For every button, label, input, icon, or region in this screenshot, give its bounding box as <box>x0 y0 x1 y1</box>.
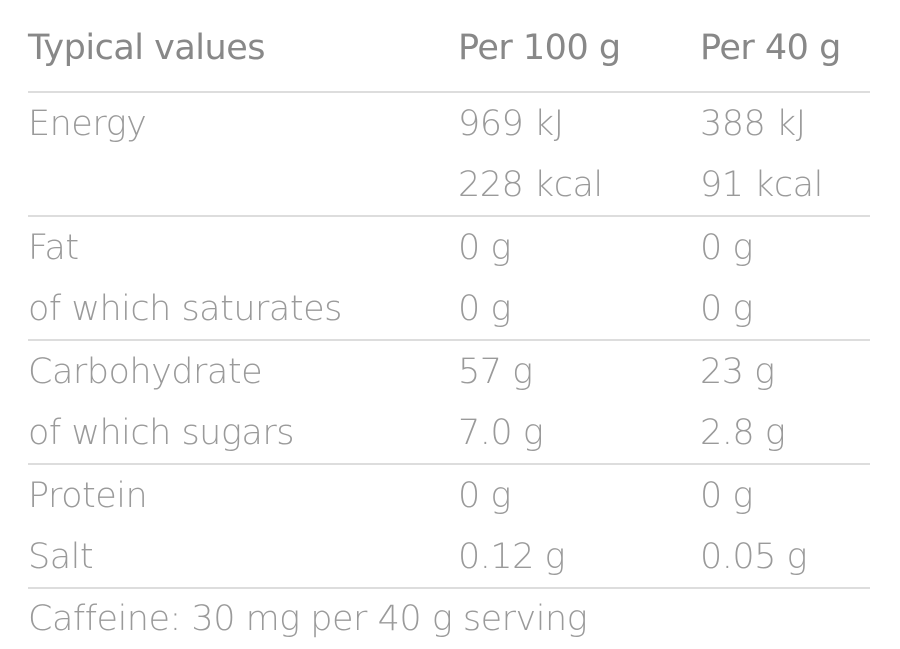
row-label: Fat <box>28 227 79 268</box>
row-per-100g: 0 g <box>458 288 511 329</box>
caffeine-footnote: Caffeine: 30 mg per 40 g serving <box>28 599 588 639</box>
row-label: of which saturates <box>28 288 342 329</box>
header-per-100g: Per 100 g <box>458 28 621 68</box>
row-per-100g: 0 g <box>458 475 511 516</box>
row-per-100g: 969 kJ <box>458 103 564 144</box>
row-per-40g: 0.05 g <box>700 536 808 577</box>
footnote-row: Caffeine: 30 mg per 40 g serving <box>28 589 870 649</box>
nutrition-table: Typical values Per 100 g Per 40 g Energy… <box>28 0 870 649</box>
header-label: Typical values <box>28 28 265 68</box>
row-per-40g: 2.8 g <box>700 412 786 453</box>
row-per-100g: 57 g <box>458 351 533 392</box>
table-row: 228 kcal 91 kcal <box>28 154 870 217</box>
row-per-100g: 228 kcal <box>458 164 603 205</box>
row-per-100g: 0 g <box>458 227 511 268</box>
table-row: Energy 969 kJ 388 kJ <box>28 93 870 154</box>
table-row: Salt 0.12 g 0.05 g <box>28 526 870 589</box>
table-row: of which sugars 7.0 g 2.8 g <box>28 402 870 465</box>
table-row: of which saturates 0 g 0 g <box>28 278 870 341</box>
row-label: Carbohydrate <box>28 351 263 392</box>
row-label: Salt <box>28 536 94 577</box>
row-per-100g: 0.12 g <box>458 536 566 577</box>
table-row: Protein 0 g 0 g <box>28 465 870 526</box>
row-per-40g: 388 kJ <box>700 103 806 144</box>
header-per-40g: Per 40 g <box>700 28 841 68</box>
row-label: of which sugars <box>28 412 294 453</box>
row-per-100g: 7.0 g <box>458 412 544 453</box>
row-label: Energy <box>28 103 147 144</box>
row-per-40g: 0 g <box>700 475 753 516</box>
row-per-40g: 0 g <box>700 227 753 268</box>
row-per-40g: 23 g <box>700 351 775 392</box>
row-label: Protein <box>28 475 148 516</box>
table-row: Fat 0 g 0 g <box>28 217 870 278</box>
row-per-40g: 0 g <box>700 288 753 329</box>
row-per-40g: 91 kcal <box>700 164 823 205</box>
table-header: Typical values Per 100 g Per 40 g <box>28 0 870 93</box>
table-row: Carbohydrate 57 g 23 g <box>28 341 870 402</box>
